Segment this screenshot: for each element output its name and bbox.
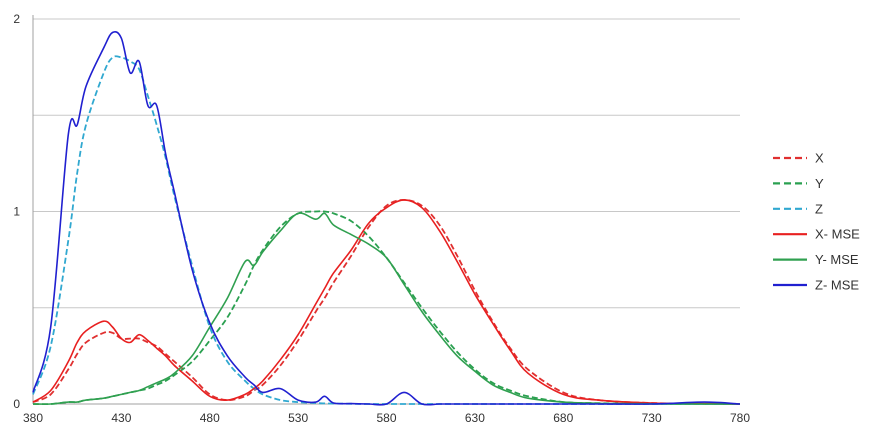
- x-tick-label-380: 380: [23, 411, 43, 425]
- series-line-z: [32, 55, 740, 405]
- legend-label-z: Z: [815, 201, 823, 216]
- legend-label-y-mse: Y- MSE: [815, 252, 859, 267]
- x-tick-label-630: 630: [465, 411, 485, 425]
- legend-label-x-mse: X- MSE: [815, 227, 860, 242]
- y-tick-label-0: 0: [13, 397, 20, 411]
- series-line-x-mse: [32, 199, 741, 405]
- axes: [32, 15, 740, 405]
- series-line-x: [32, 199, 741, 405]
- series-line-y-mse: [32, 212, 740, 405]
- x-tick-label-580: 580: [376, 411, 396, 425]
- x-tick-label-680: 680: [553, 411, 573, 425]
- legend-label-y: Y: [815, 176, 824, 191]
- y-axis-tick-labels: 0 1 2: [13, 12, 20, 411]
- x-tick-label-480: 480: [200, 411, 220, 425]
- x-tick-label-430: 430: [111, 411, 131, 425]
- y-tick-label-2: 2: [13, 12, 20, 26]
- legend-label-x: X: [815, 151, 824, 166]
- x-tick-label-530: 530: [288, 411, 308, 425]
- series-line-z-mse: [32, 30, 741, 406]
- x-tick-label-730: 730: [642, 411, 662, 425]
- grid-lines: [33, 18, 740, 309]
- x-tick-label-780: 780: [730, 411, 750, 425]
- y-tick-label-1: 1: [13, 205, 20, 219]
- x-axis-tick-labels: 380 430 480 530 580 630 680 730 780: [23, 411, 750, 425]
- legend: XYZ X- MSE Y- MSE Z- MSE: [773, 151, 860, 293]
- legend-label-z-mse: Z- MSE: [815, 278, 859, 293]
- series-lines: [32, 30, 741, 406]
